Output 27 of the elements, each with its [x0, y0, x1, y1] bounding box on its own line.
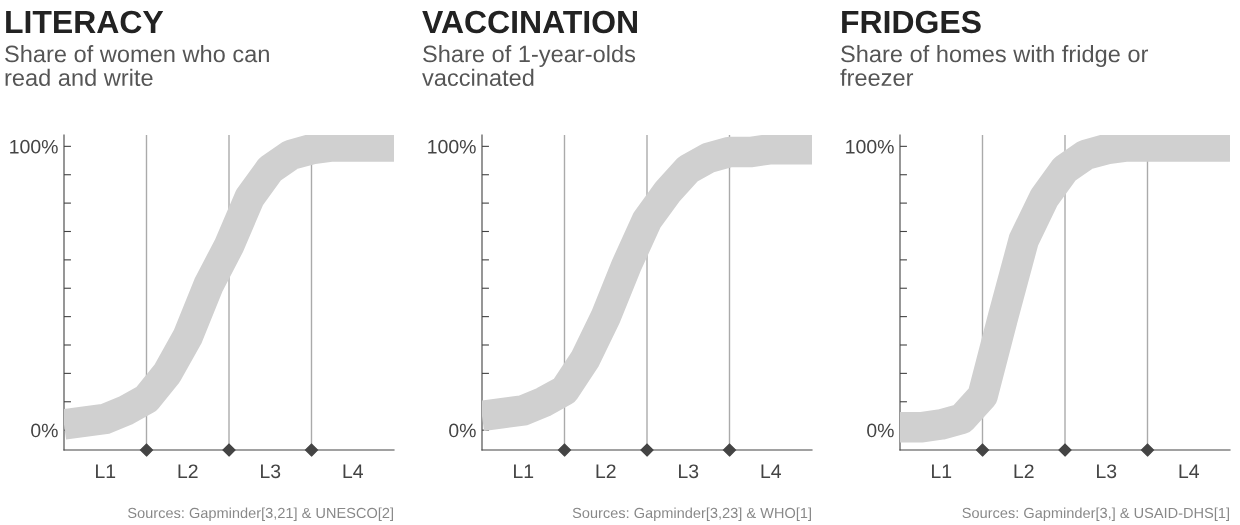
- source-note: Sources: Gapminder[3,] & USAID-DHS[1]: [962, 507, 1229, 521]
- x-tick-label: L2: [178, 464, 198, 478]
- x-tick-label: L2: [596, 464, 616, 478]
- chart-subtitle: Share of homes with fridge or freezer: [840, 45, 1149, 87]
- y-tick-label: 0%: [867, 423, 894, 438]
- x-tick-label: L4: [1179, 464, 1199, 478]
- y-tick-label: 0%: [31, 423, 58, 438]
- source-note: Sources: Gapminder[3,21] & UNESCO[2]: [128, 507, 393, 521]
- y-tick-label: 100%: [428, 139, 476, 154]
- chart-subtitle: Share of 1-year-olds vaccinated: [422, 45, 636, 87]
- chart-subtitle: Share of women who can read and write: [5, 45, 269, 87]
- x-tick-label: L4: [761, 464, 781, 478]
- x-tick-label: L1: [932, 464, 952, 478]
- chart-title: FRIDGES: [842, 10, 981, 34]
- x-tick-label: L3: [261, 464, 281, 479]
- x-tick-label: L4: [343, 464, 363, 478]
- x-tick-label: L3: [679, 464, 699, 479]
- y-tick-label: 100%: [10, 139, 58, 154]
- x-tick-label: L1: [96, 464, 116, 478]
- x-tick-label: L2: [1014, 464, 1034, 478]
- y-tick-label: 100%: [846, 139, 894, 154]
- x-tick-label: L3: [1097, 464, 1117, 479]
- chart-title: LITERACY: [6, 10, 164, 34]
- chart-title: VACCINATION: [422, 10, 637, 34]
- x-tick-label: L1: [514, 464, 534, 478]
- source-note: Sources: Gapminder[3,23] & WHO[1]: [572, 507, 811, 521]
- y-tick-label: 0%: [449, 423, 476, 438]
